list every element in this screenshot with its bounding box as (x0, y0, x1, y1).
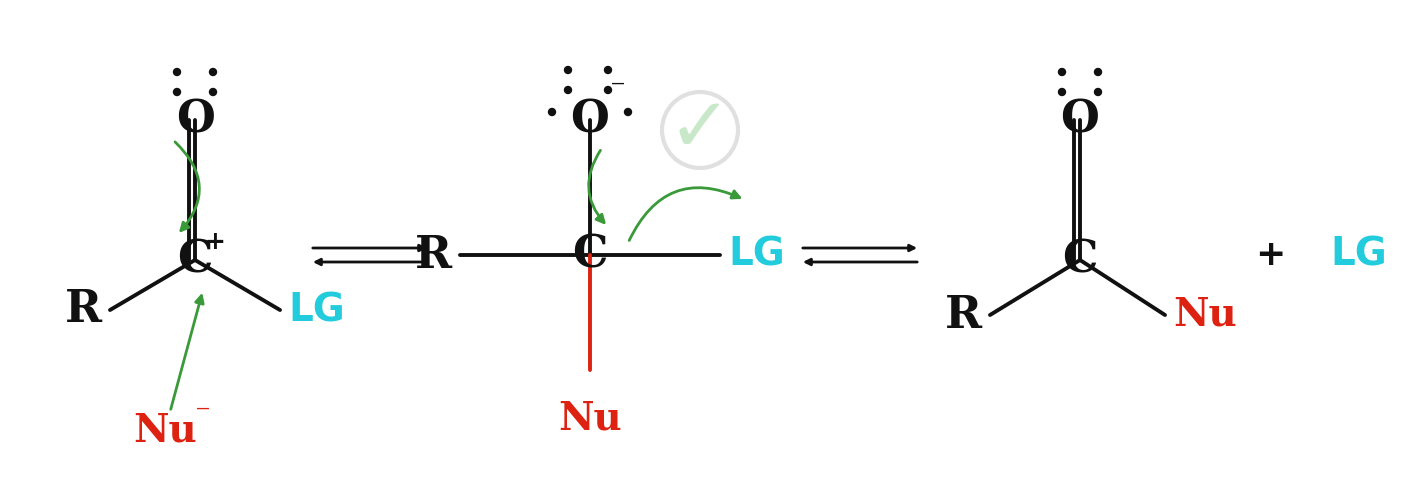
Text: ⁻: ⁻ (609, 76, 626, 104)
Text: C: C (573, 233, 608, 277)
Text: O: O (175, 99, 215, 142)
Circle shape (1059, 88, 1066, 96)
Text: ⁻: ⁻ (195, 401, 211, 429)
Text: Nu: Nu (1174, 296, 1237, 334)
Circle shape (605, 86, 611, 94)
Text: R: R (945, 293, 981, 337)
Text: O: O (1060, 99, 1099, 142)
Text: Nu: Nu (133, 411, 197, 449)
Circle shape (209, 88, 216, 96)
Text: +: + (205, 230, 225, 254)
Text: LG: LG (728, 236, 785, 274)
Text: C: C (1062, 239, 1097, 282)
Text: R: R (414, 233, 452, 277)
Circle shape (174, 68, 181, 76)
Text: +: + (1254, 238, 1285, 272)
Circle shape (174, 88, 181, 96)
Circle shape (549, 108, 556, 116)
Text: C: C (177, 239, 212, 282)
Text: Nu: Nu (559, 400, 622, 438)
Text: R: R (65, 288, 102, 331)
Circle shape (625, 108, 632, 116)
Circle shape (564, 66, 571, 74)
Circle shape (1094, 68, 1102, 76)
Text: ✓: ✓ (667, 93, 732, 167)
Text: LG: LG (1331, 236, 1387, 274)
Text: O: O (571, 99, 609, 142)
Circle shape (1094, 88, 1102, 96)
Circle shape (564, 86, 571, 94)
Circle shape (605, 66, 611, 74)
Circle shape (1059, 68, 1066, 76)
Circle shape (209, 68, 216, 76)
Text: LG: LG (288, 291, 345, 329)
